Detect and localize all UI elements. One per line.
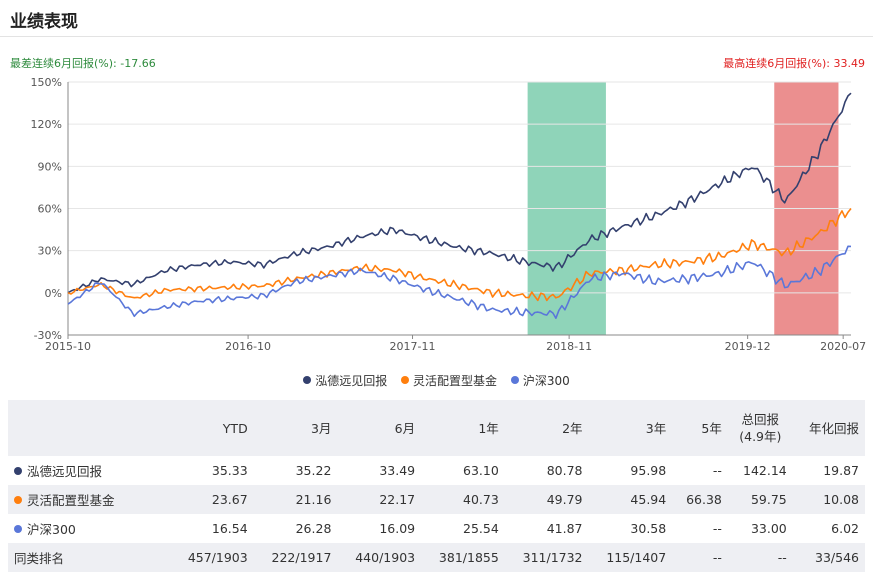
table-header-cell: 6月 — [337, 400, 422, 456]
table-cell: 6.02 — [831, 521, 859, 536]
table-cell: 41.87 — [546, 521, 583, 536]
series-marker — [14, 496, 22, 504]
x-tick-label: 2015-10 — [45, 340, 91, 353]
chart-legend: 泓德远见回报 灵活配置型基金 沪深300 — [0, 372, 873, 389]
table-header-cell: 5年 — [672, 400, 728, 456]
legend-marker — [401, 376, 410, 384]
table-header-cell: 1年 — [421, 400, 505, 456]
y-tick-label: 30% — [38, 245, 62, 258]
y-tick-label: 0% — [45, 287, 62, 300]
title-divider — [0, 36, 873, 37]
table-row: 沪深300 16.54 26.28 16.09 25.54 41.87 30.58 -- 33.… — [8, 514, 865, 543]
table-cell: 33.49 — [379, 463, 416, 478]
table-cell: 80.78 — [546, 463, 583, 478]
table-header-cell: YTD — [170, 400, 254, 456]
table-cell: 35.22 — [295, 463, 332, 478]
grid-lines — [67, 81, 851, 336]
table-header-cell: 2年 — [504, 400, 589, 456]
table-cell: 63.10 — [463, 463, 499, 478]
y-tick-label: -30% — [34, 329, 62, 342]
table-cell: 381/1855 — [421, 543, 505, 572]
table-header-cell: 总回报 (4.9年) — [727, 400, 793, 456]
row-name: 泓德远见回报 — [8, 456, 170, 485]
table-cell: -- — [712, 463, 722, 478]
row-name: 沪深300 — [8, 514, 170, 543]
legend-item-flexible-fund[interactable]: 灵活配置型基金 — [401, 372, 497, 389]
legend-item-csi300[interactable]: 沪深300 — [510, 372, 570, 389]
series-marker — [14, 525, 22, 533]
table-cell: -- — [727, 543, 793, 572]
table-cell: 33/546 — [792, 543, 865, 572]
x-axis-ticks: 2015-10 2016-10 2017-11 2018-11 2019-12 2020-… — [45, 335, 866, 353]
series-line — [67, 92, 852, 294]
section-title: 业绩表现 — [10, 12, 78, 32]
table-cell: 25.54 — [463, 521, 499, 536]
table-cell: 16.54 — [211, 521, 248, 536]
table-cell: 26.28 — [295, 521, 332, 536]
legend-item-fund[interactable]: 泓德远见回报 — [303, 372, 387, 389]
table-cell: 23.67 — [170, 485, 254, 514]
table-cell: 45.94 — [588, 485, 673, 514]
y-tick-label: 120% — [31, 118, 62, 131]
table-cell: 10.08 — [792, 485, 865, 514]
best-6m-return-label: 最高连续6月回报(%): 33.49 — [723, 57, 865, 70]
table-row: 泓德远见回报 35.33 35.22 33.49 63.10 80.78 95.98 -- 14… — [8, 456, 865, 485]
table-row: 灵活配置型基金 23.67 21.16 22.17 40.73 49.79 45.94 66.… — [8, 485, 865, 514]
table-row: 同类排名 457/1903 222/1917 440/1903 381/1855 311/… — [8, 543, 865, 572]
table-header-cell: 年化回报 — [792, 400, 865, 456]
table-cell: 33.00 — [750, 521, 787, 536]
table-cell: 115/1407 — [588, 543, 673, 572]
table-cell: 49.79 — [504, 485, 589, 514]
x-tick-label: 2019-12 — [725, 340, 771, 353]
performance-chart: 150%120%90%60%30%0%-30% 2015-10 2016-10 20… — [31, 76, 867, 353]
table-cell: -- — [672, 543, 728, 572]
legend-marker — [303, 376, 312, 384]
table-cell: 440/1903 — [337, 543, 422, 572]
table-cell: 59.75 — [727, 485, 793, 514]
table-cell: -- — [712, 521, 722, 536]
table-cell: 222/1917 — [253, 543, 338, 572]
series-marker — [14, 467, 22, 475]
performance-table: YTD 3月 6月 1年 2年 3年 5年 总回报 (4.9年) 年化回报 泓德远… — [8, 400, 865, 572]
y-tick-label: 150% — [31, 76, 62, 89]
series-line — [67, 207, 852, 302]
table-cell: 16.09 — [379, 521, 416, 536]
legend-marker — [510, 376, 519, 384]
legend-label: 沪深300 — [522, 374, 570, 388]
table-cell: 40.73 — [421, 485, 505, 514]
table-cell: 457/1903 — [170, 543, 254, 572]
legend-label: 泓德远见回报 — [315, 374, 388, 388]
row-name: 同类排名 — [8, 543, 170, 572]
table-cell: 30.58 — [630, 521, 667, 536]
x-tick-label: 2018-11 — [546, 340, 592, 353]
table-cell: 311/1732 — [504, 543, 589, 572]
table-header-row: YTD 3月 6月 1年 2年 3年 5年 总回报 (4.9年) 年化回报 — [8, 400, 865, 456]
table-cell: 19.87 — [823, 463, 859, 478]
table-header-cell: 3年 — [588, 400, 673, 456]
y-tick-label: 60% — [38, 203, 62, 216]
table-cell: 66.38 — [672, 485, 728, 514]
table-cell: 21.16 — [253, 485, 338, 514]
series-line — [67, 245, 852, 319]
y-tick-label: 90% — [38, 160, 62, 173]
table-cell: 142.14 — [743, 463, 787, 478]
x-tick-label: 2017-11 — [390, 340, 436, 353]
row-name: 灵活配置型基金 — [8, 485, 170, 514]
x-tick-label: 2016-10 — [225, 340, 271, 353]
worst-6m-return-label: 最差连续6月回报(%): -17.66 — [10, 57, 156, 70]
table-header-cell: 3月 — [253, 400, 338, 456]
legend-label: 灵活配置型基金 — [413, 374, 498, 388]
x-tick-label: 2020-07 — [820, 340, 866, 353]
table-cell: 95.98 — [630, 463, 667, 478]
table-header-cell — [8, 400, 170, 456]
table-cell: 35.33 — [211, 463, 248, 478]
series-lines — [67, 92, 852, 319]
table-cell: 22.17 — [337, 485, 422, 514]
y-axis-ticks: 150% 120% 90% 60% 30% 0% -30% — [31, 76, 62, 342]
